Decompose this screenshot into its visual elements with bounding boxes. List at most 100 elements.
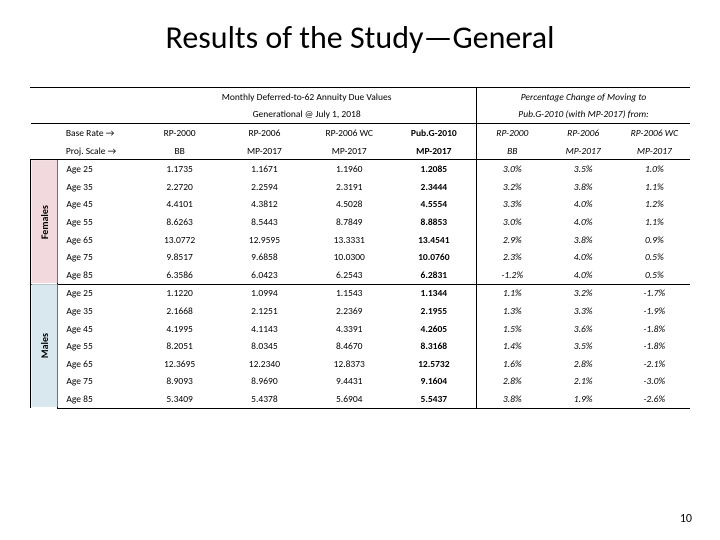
proj-scale-col: MP-2017 <box>392 142 477 160</box>
base-rate-col: RP-2000 <box>477 124 548 142</box>
proj-scale-label: Proj. Scale → <box>58 142 137 160</box>
value-cell: 2.1955 <box>392 302 477 320</box>
value-cell: 1.1344 <box>392 284 477 302</box>
value-cell: 4.5554 <box>392 196 477 214</box>
section-title-left-2: Generational @ July 1, 2018 <box>137 106 476 124</box>
base-rate-col: RP-2006 <box>222 124 307 142</box>
pct-cell: -1.9% <box>619 302 690 320</box>
value-cell: 4.1995 <box>137 320 222 338</box>
value-cell: 8.8853 <box>392 213 477 231</box>
pct-cell: 3.6% <box>548 320 619 338</box>
value-cell: 2.1251 <box>222 302 307 320</box>
age-label: Age 35 <box>58 178 137 196</box>
value-cell: 4.2605 <box>392 320 477 338</box>
value-cell: 5.3409 <box>137 390 222 408</box>
pct-cell: 3.0% <box>477 213 548 231</box>
pct-cell: 0.5% <box>619 248 690 266</box>
pct-cell: 1.9% <box>548 390 619 408</box>
pct-cell: 4.0% <box>548 266 619 284</box>
base-rate-col: Pub.G-2010 <box>392 124 477 142</box>
value-cell: 8.0345 <box>222 337 307 355</box>
pct-cell: 4.0% <box>548 213 619 231</box>
pct-cell: 2.9% <box>477 231 548 249</box>
pct-cell: -1.8% <box>619 337 690 355</box>
age-label: Age 75 <box>58 373 137 391</box>
value-cell: 10.0300 <box>307 248 392 266</box>
pct-cell: 2.3% <box>477 248 548 266</box>
page-number: 10 <box>680 512 692 526</box>
value-cell: 4.1143 <box>222 320 307 338</box>
value-cell: 1.1735 <box>137 160 222 178</box>
pct-cell: 2.1% <box>548 373 619 391</box>
value-cell: 12.3695 <box>137 355 222 373</box>
value-cell: 12.8373 <box>307 355 392 373</box>
value-cell: 5.6904 <box>307 390 392 408</box>
pct-cell: -1.7% <box>619 284 690 302</box>
value-cell: 6.3586 <box>137 266 222 284</box>
pct-cell: -1.2% <box>477 266 548 284</box>
pct-cell: -3.0% <box>619 373 690 391</box>
value-cell: 13.4541 <box>392 231 477 249</box>
value-cell: 1.1220 <box>137 284 222 302</box>
section-title-left-1: Monthly Deferred-to-62 Annuity Due Value… <box>137 88 476 106</box>
pct-cell: 0.5% <box>619 266 690 284</box>
value-cell: 13.0772 <box>137 231 222 249</box>
age-label: Age 65 <box>58 355 137 373</box>
proj-scale-col: MP-2017 <box>548 142 619 160</box>
value-cell: 9.4431 <box>307 373 392 391</box>
pct-cell: 0.9% <box>619 231 690 249</box>
pct-cell: 1.3% <box>477 302 548 320</box>
pct-cell: 1.1% <box>619 178 690 196</box>
pct-cell: -2.6% <box>619 390 690 408</box>
age-label: Age 75 <box>58 248 137 266</box>
value-cell: 4.3812 <box>222 196 307 214</box>
pct-cell: 4.0% <box>548 196 619 214</box>
value-cell: 2.3444 <box>392 178 477 196</box>
results-table-container: Monthly Deferred-to-62 Annuity Due Value… <box>30 87 690 409</box>
value-cell: 9.1604 <box>392 373 477 391</box>
value-cell: 2.2594 <box>222 178 307 196</box>
value-cell: 1.2085 <box>392 160 477 178</box>
value-cell: 6.0423 <box>222 266 307 284</box>
value-cell: 8.9690 <box>222 373 307 391</box>
value-cell: 12.5732 <box>392 355 477 373</box>
value-cell: 4.5028 <box>307 196 392 214</box>
value-cell: 9.8517 <box>137 248 222 266</box>
value-cell: 1.1960 <box>307 160 392 178</box>
base-rate-col: RP-2006 <box>548 124 619 142</box>
value-cell: 13.3331 <box>307 231 392 249</box>
value-cell: 2.2720 <box>137 178 222 196</box>
pct-cell: 3.3% <box>548 302 619 320</box>
value-cell: 12.2340 <box>222 355 307 373</box>
value-cell: 10.0760 <box>392 248 477 266</box>
value-cell: 1.1671 <box>222 160 307 178</box>
age-label: Age 55 <box>58 337 137 355</box>
pct-cell: 1.1% <box>477 284 548 302</box>
pct-cell: -1.8% <box>619 320 690 338</box>
value-cell: 8.6263 <box>137 213 222 231</box>
age-label: Age 85 <box>58 266 137 284</box>
group-label-males: Males <box>31 284 58 408</box>
value-cell: 2.2369 <box>307 302 392 320</box>
value-cell: 2.3191 <box>307 178 392 196</box>
pct-cell: -2.1% <box>619 355 690 373</box>
base-rate-col: RP-2006 WC <box>619 124 690 142</box>
section-title-right-1: Percentage Change of Moving to <box>477 88 691 106</box>
value-cell: 1.0994 <box>222 284 307 302</box>
proj-scale-col: MP-2017 <box>307 142 392 160</box>
value-cell: 4.3391 <box>307 320 392 338</box>
value-cell: 5.5437 <box>392 390 477 408</box>
pct-cell: 3.5% <box>548 160 619 178</box>
value-cell: 8.7849 <box>307 213 392 231</box>
age-label: Age 55 <box>58 213 137 231</box>
value-cell: 8.3168 <box>392 337 477 355</box>
pct-cell: 3.5% <box>548 337 619 355</box>
value-cell: 8.2051 <box>137 337 222 355</box>
pct-cell: 1.5% <box>477 320 548 338</box>
base-rate-col: RP-2000 <box>137 124 222 142</box>
section-title-right-2: Pub.G-2010 (with MP-2017) from: <box>477 106 691 124</box>
pct-cell: 1.1% <box>619 213 690 231</box>
pct-cell: 2.8% <box>548 355 619 373</box>
value-cell: 8.5443 <box>222 213 307 231</box>
pct-cell: 3.2% <box>548 284 619 302</box>
